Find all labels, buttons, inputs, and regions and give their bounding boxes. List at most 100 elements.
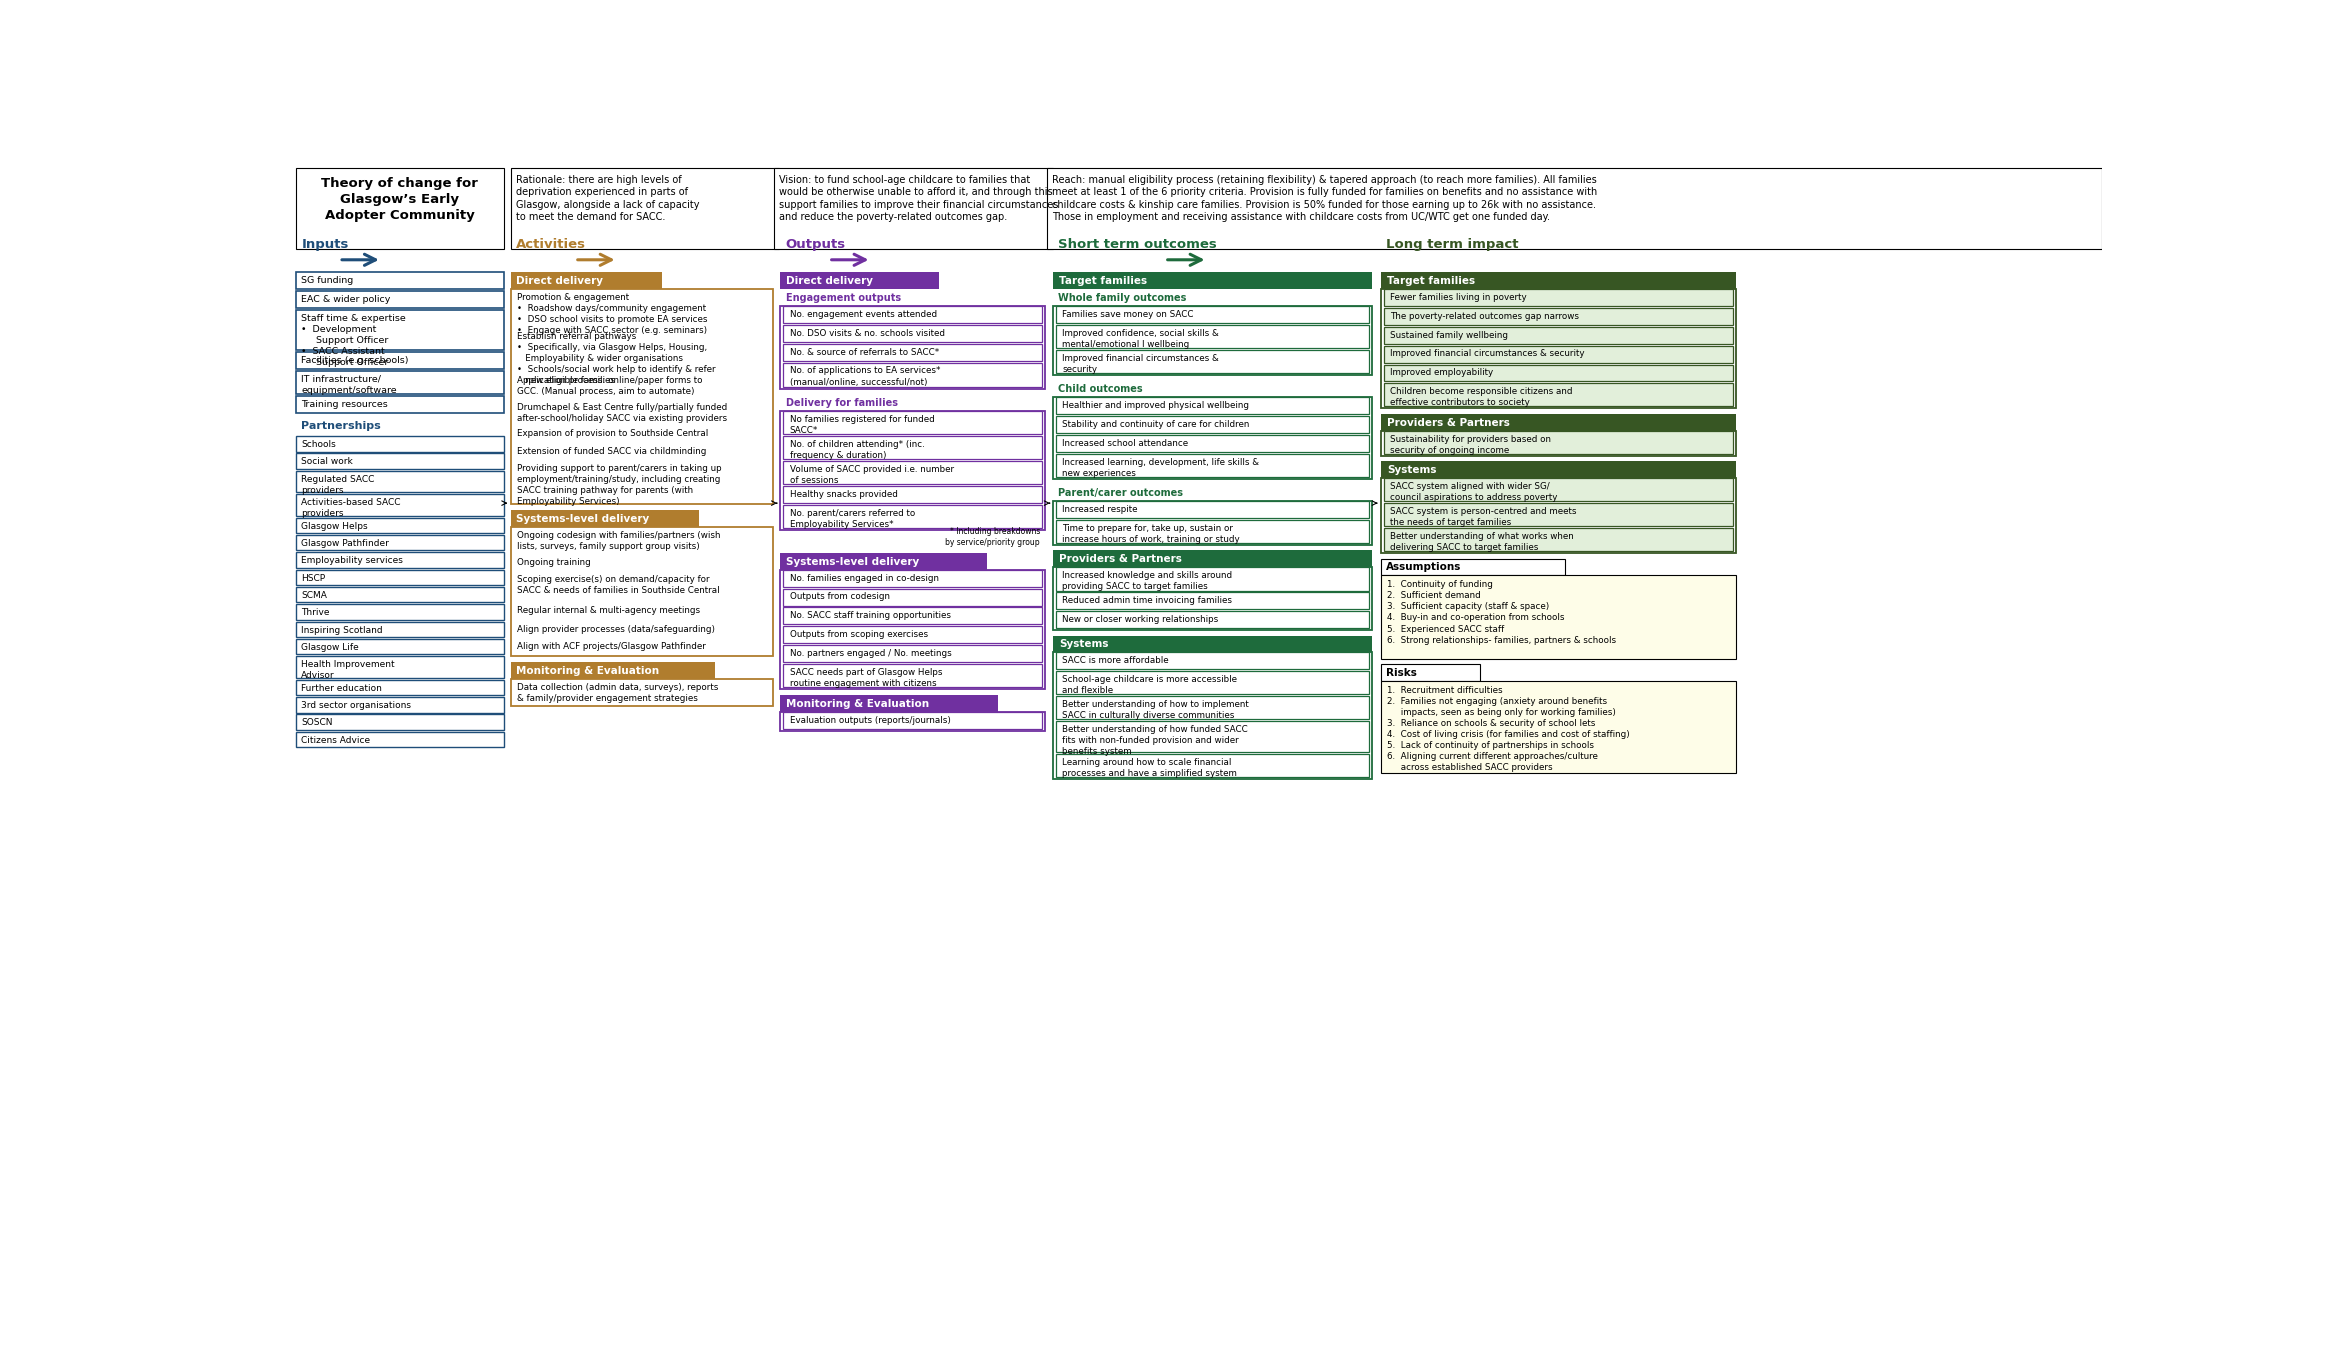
- Text: Glasgow Life: Glasgow Life: [301, 643, 360, 652]
- Text: Align provider processes (data/safeguarding): Align provider processes (data/safeguard…: [516, 625, 715, 634]
- FancyBboxPatch shape: [297, 570, 505, 585]
- FancyBboxPatch shape: [1056, 612, 1369, 628]
- Text: Inputs: Inputs: [301, 238, 348, 251]
- FancyBboxPatch shape: [512, 528, 773, 656]
- Text: The poverty-related outcomes gap narrows: The poverty-related outcomes gap narrows: [1390, 312, 1579, 321]
- FancyBboxPatch shape: [783, 505, 1042, 528]
- FancyBboxPatch shape: [1383, 383, 1733, 406]
- FancyBboxPatch shape: [1381, 664, 1481, 680]
- Text: No. SACC staff training opportunities: No. SACC staff training opportunities: [790, 612, 951, 620]
- FancyBboxPatch shape: [1054, 501, 1371, 545]
- FancyBboxPatch shape: [1381, 414, 1736, 431]
- FancyBboxPatch shape: [1054, 567, 1371, 630]
- Text: Extension of funded SACC via childminding: Extension of funded SACC via childmindin…: [516, 447, 705, 455]
- FancyBboxPatch shape: [297, 732, 505, 747]
- Text: Increased school attendance: Increased school attendance: [1063, 439, 1189, 448]
- Text: * Including breakdowns
by service/priority group: * Including breakdowns by service/priori…: [946, 526, 1040, 547]
- FancyBboxPatch shape: [780, 306, 1044, 389]
- Text: Fewer families living in poverty: Fewer families living in poverty: [1390, 293, 1528, 302]
- FancyBboxPatch shape: [1381, 462, 1736, 478]
- Text: Systems-level delivery: Systems-level delivery: [785, 556, 918, 567]
- FancyBboxPatch shape: [1383, 528, 1733, 551]
- Text: Healthy snacks provided: Healthy snacks provided: [790, 490, 897, 498]
- FancyBboxPatch shape: [780, 273, 939, 289]
- Text: No. of children attending* (inc.
frequency & duration): No. of children attending* (inc. frequen…: [790, 440, 925, 460]
- Text: 1.  Continuity of funding
2.  Sufficient demand
3.  Sufficient capacity (staff &: 1. Continuity of funding 2. Sufficient d…: [1388, 580, 1617, 644]
- Text: Theory of change for
Glasgow’s Early
Adopter Community: Theory of change for Glasgow’s Early Ado…: [322, 177, 479, 223]
- Text: Increased learning, development, life skills &
new experiences: Increased learning, development, life sk…: [1063, 458, 1259, 478]
- Text: Sustainability for providers based on
security of ongoing income: Sustainability for providers based on se…: [1390, 435, 1551, 455]
- FancyBboxPatch shape: [297, 587, 505, 602]
- Text: Outputs from codesign: Outputs from codesign: [790, 593, 890, 602]
- Text: Vision: to fund school-age childcare to families that
would be otherwise unable : Vision: to fund school-age childcare to …: [780, 176, 1058, 223]
- Text: Families save money on SACC: Families save money on SACC: [1063, 310, 1194, 319]
- FancyBboxPatch shape: [783, 344, 1042, 360]
- FancyBboxPatch shape: [297, 436, 505, 451]
- Text: No. families engaged in co-design: No. families engaged in co-design: [790, 574, 939, 583]
- Text: Glasgow Pathfinder: Glasgow Pathfinder: [301, 539, 390, 548]
- Text: Children become responsible citizens and
effective contributors to society: Children become responsible citizens and…: [1390, 387, 1572, 408]
- Text: SCMA: SCMA: [301, 591, 327, 599]
- Text: Systems: Systems: [1058, 640, 1110, 649]
- FancyBboxPatch shape: [1381, 289, 1736, 409]
- Text: IT infrastructure/
equipment/software: IT infrastructure/ equipment/software: [301, 374, 397, 394]
- Text: Further education: Further education: [301, 683, 383, 693]
- FancyBboxPatch shape: [783, 436, 1042, 459]
- Text: Target families: Target families: [1058, 275, 1147, 286]
- FancyBboxPatch shape: [512, 289, 773, 505]
- Text: Engagement outputs: Engagement outputs: [785, 293, 902, 302]
- FancyBboxPatch shape: [297, 454, 505, 468]
- Text: Employability services: Employability services: [301, 556, 404, 566]
- FancyBboxPatch shape: [1054, 652, 1371, 779]
- Text: Establish referral pathways
•  Specifically, via Glasgow Helps, Housing,
   Empl: Establish referral pathways • Specifical…: [516, 332, 715, 385]
- Text: Volume of SACC provided i.e. number
of sessions: Volume of SACC provided i.e. number of s…: [790, 464, 953, 485]
- Text: SACC needs part of Glasgow Helps
routine engagement with citizens: SACC needs part of Glasgow Helps routine…: [790, 668, 941, 688]
- Text: Stability and continuity of care for children: Stability and continuity of care for chi…: [1063, 420, 1250, 429]
- Text: Assumptions: Assumptions: [1385, 563, 1462, 572]
- FancyBboxPatch shape: [783, 460, 1042, 483]
- Text: Partnerships: Partnerships: [301, 421, 381, 431]
- FancyBboxPatch shape: [1383, 327, 1733, 344]
- Text: Outputs: Outputs: [785, 238, 846, 251]
- FancyBboxPatch shape: [297, 639, 505, 655]
- Text: SACC system is person-centred and meets
the needs of target families: SACC system is person-centred and meets …: [1390, 508, 1577, 526]
- Text: Scoping exercise(s) on demand/capacity for
SACC & needs of families in Southside: Scoping exercise(s) on demand/capacity f…: [516, 575, 719, 595]
- FancyBboxPatch shape: [1056, 671, 1369, 694]
- Text: Improved employability: Improved employability: [1390, 369, 1493, 378]
- Text: Improved financial circumstances & security: Improved financial circumstances & secur…: [1390, 350, 1584, 359]
- FancyBboxPatch shape: [297, 371, 505, 394]
- FancyBboxPatch shape: [1056, 435, 1369, 452]
- FancyBboxPatch shape: [780, 713, 1044, 732]
- Text: Providers & Partners: Providers & Partners: [1058, 555, 1182, 564]
- FancyBboxPatch shape: [297, 169, 505, 248]
- Text: HSCP: HSCP: [301, 574, 325, 583]
- Text: Learning around how to scale financial
processes and have a simplified system: Learning around how to scale financial p…: [1063, 757, 1238, 778]
- FancyBboxPatch shape: [1383, 504, 1733, 526]
- FancyBboxPatch shape: [1381, 431, 1736, 456]
- FancyBboxPatch shape: [297, 697, 505, 713]
- FancyBboxPatch shape: [1047, 169, 2102, 248]
- Text: Glasgow Helps: Glasgow Helps: [301, 521, 369, 531]
- Text: Increased respite: Increased respite: [1063, 505, 1138, 514]
- FancyBboxPatch shape: [783, 626, 1042, 643]
- Text: Monitoring & Evaluation: Monitoring & Evaluation: [516, 666, 659, 676]
- Text: Activities-based SACC
providers: Activities-based SACC providers: [301, 498, 402, 518]
- FancyBboxPatch shape: [297, 396, 505, 413]
- FancyBboxPatch shape: [783, 363, 1042, 387]
- FancyBboxPatch shape: [1054, 397, 1371, 479]
- FancyBboxPatch shape: [512, 273, 663, 289]
- FancyBboxPatch shape: [1056, 520, 1369, 543]
- Text: Evaluation outputs (reports/journals): Evaluation outputs (reports/journals): [790, 716, 951, 725]
- FancyBboxPatch shape: [783, 713, 1042, 729]
- FancyBboxPatch shape: [1383, 346, 1733, 363]
- Text: Improved confidence, social skills &
mental/emotional l wellbeing: Improved confidence, social skills & men…: [1063, 328, 1219, 348]
- FancyBboxPatch shape: [773, 169, 1054, 248]
- FancyBboxPatch shape: [297, 310, 505, 350]
- FancyBboxPatch shape: [1383, 431, 1733, 454]
- FancyBboxPatch shape: [512, 662, 715, 679]
- Text: 1.  Recruitment difficulties
2.  Families not engaging (anxiety around benefits
: 1. Recruitment difficulties 2. Families …: [1388, 686, 1631, 772]
- Text: EAC & wider policy: EAC & wider policy: [301, 294, 390, 304]
- Text: Parent/carer outcomes: Parent/carer outcomes: [1058, 489, 1184, 498]
- Text: Improved financial circumstances &
security: Improved financial circumstances & secur…: [1063, 354, 1219, 374]
- Text: Short term outcomes: Short term outcomes: [1058, 238, 1217, 251]
